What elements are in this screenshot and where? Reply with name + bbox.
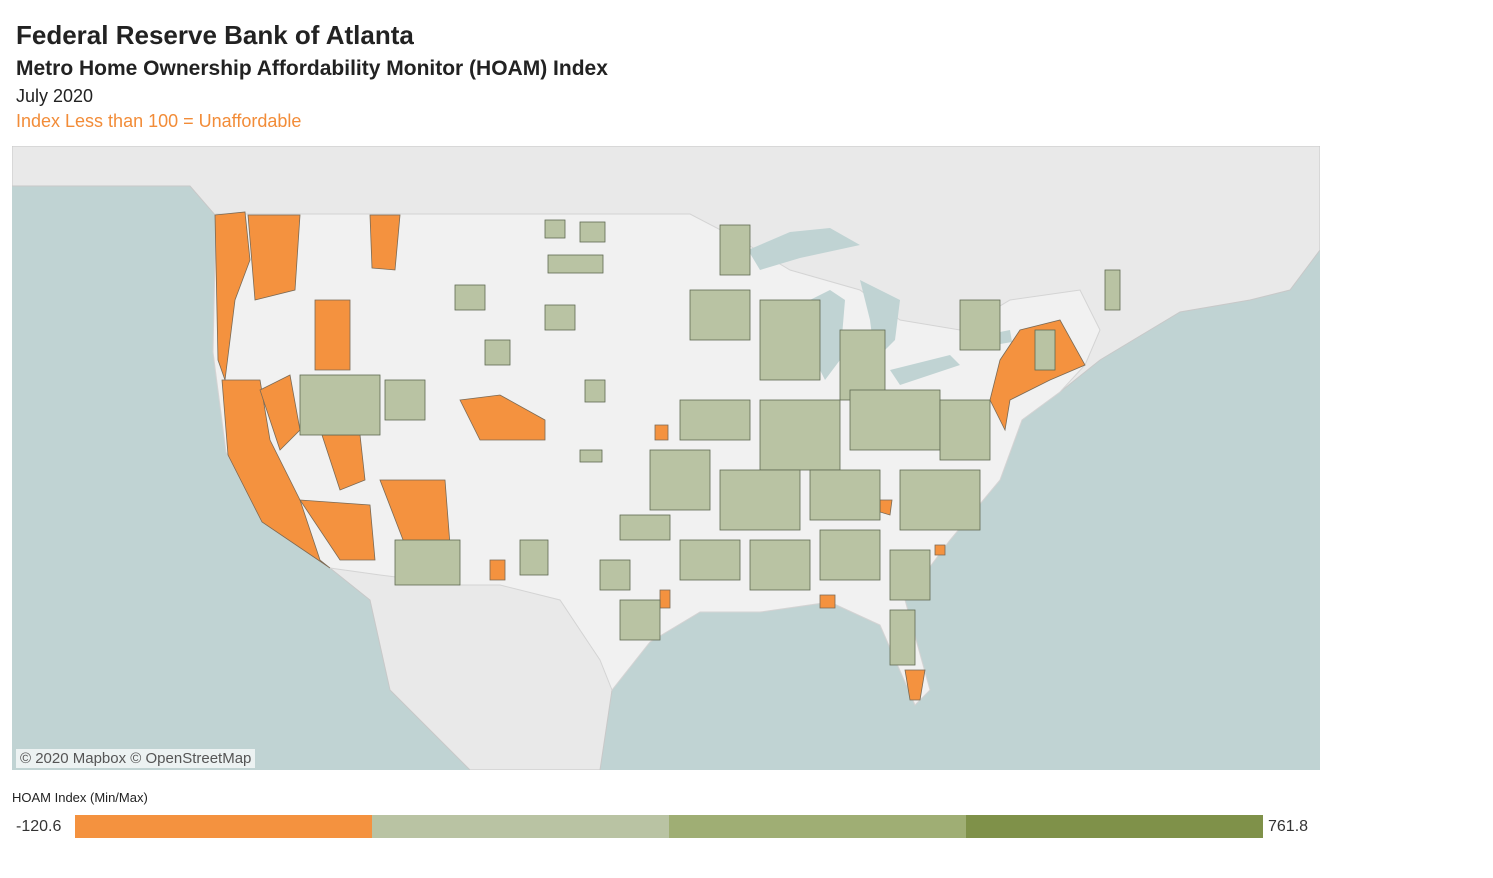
legend-title: HOAM Index (Min/Max)	[12, 790, 148, 805]
title: Federal Reserve Bank of Atlanta	[16, 20, 414, 50]
note: Index Less than 100 = Unaffordable	[16, 111, 302, 131]
legend-swatch	[966, 815, 1263, 838]
metro-areas	[214, 211, 1121, 701]
subtitle: Metro Home Ownership Affordability Monit…	[16, 57, 608, 80]
legend-swatch	[372, 815, 669, 838]
legend-max: 761.8	[1268, 818, 1309, 835]
legend-swatch	[75, 815, 372, 838]
date: July 2020	[16, 86, 94, 106]
legend-min: -120.6	[16, 818, 62, 835]
map	[12, 146, 1320, 770]
legend-swatch	[669, 815, 966, 838]
map-attribution: © 2020 Mapbox © OpenStreetMap	[16, 749, 256, 768]
legend-bar	[75, 815, 1263, 838]
